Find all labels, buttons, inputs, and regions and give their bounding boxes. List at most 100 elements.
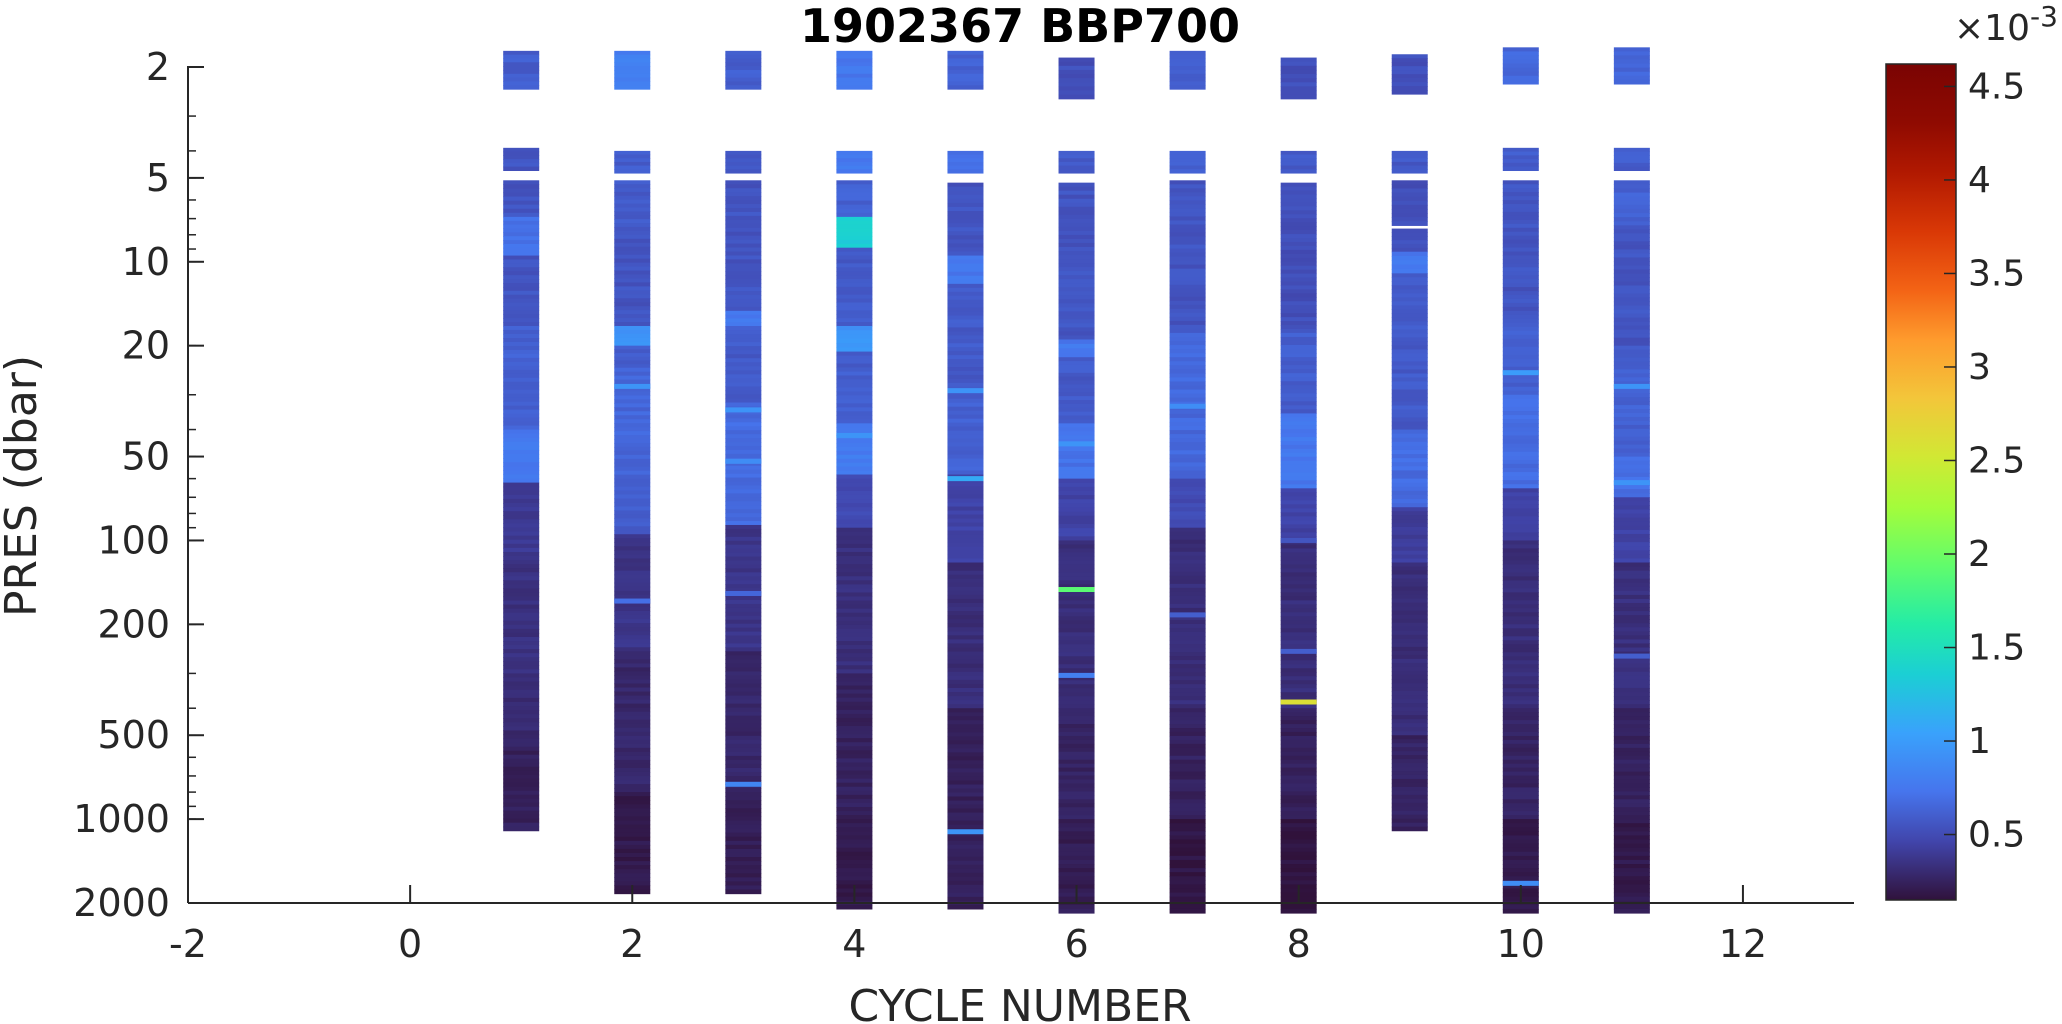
profile-cell [1613,839,1650,845]
profile-cell [725,291,762,296]
profile-cell [947,378,984,384]
profile-cell [1058,540,1095,546]
profile-cell [725,727,762,733]
profile-cell [1613,261,1650,267]
profile-cell [1502,463,1539,469]
profile-cell [1058,150,1095,156]
profile-cell [836,326,873,331]
profile-cell [614,423,651,428]
profile-cell [725,739,762,745]
profile-cell [725,731,762,737]
profile-cell [947,700,984,705]
profile-cell [1391,786,1428,792]
profile-cell [1280,389,1317,394]
profile-cell [1058,572,1095,577]
profile-cell [836,236,873,241]
profile-cell [1502,799,1539,804]
profile-cell [614,470,651,476]
profile-cell [1280,747,1317,753]
profile-cell [1058,596,1095,601]
profile-cell [1391,606,1428,612]
profile-cell [1058,407,1095,413]
profile-cell [836,868,873,873]
profile-cell [1058,348,1095,354]
profile-cell [725,207,762,213]
profile-cell [1613,75,1650,81]
profile-cell [614,506,651,512]
profile-cell [614,490,651,496]
profile-cell [1613,329,1650,335]
profile-cell [947,518,984,524]
profile-cell [1169,652,1206,657]
profile-cell [503,798,540,804]
profile-cell [503,616,540,622]
profile-cell [503,212,540,218]
profile-cell [1613,751,1650,757]
profile-cell [1613,159,1650,164]
profile-cell [1613,317,1650,323]
profile-cell [1502,472,1539,477]
profile-cell [1613,663,1650,669]
profile-cycle-5 [947,50,984,910]
profile-cell [836,478,873,484]
profile-cell [947,663,984,669]
profile-cell [614,687,651,693]
profile-cell [503,551,540,557]
profile-cell [1502,504,1539,509]
profile-cell [836,330,873,336]
profile-cell [1391,268,1428,274]
profile-cell [1391,503,1428,508]
profile-cell [1280,584,1317,589]
profile-cell [725,767,762,773]
profile-cell [614,792,651,797]
profile-cell [836,367,873,373]
profile-cell [947,526,984,532]
profile-cell [947,198,984,204]
profile-cell [1502,279,1539,284]
profile-cell [947,506,984,512]
profile-cell [614,371,651,377]
profile-cell [503,482,540,488]
profile-cell [947,872,984,878]
profile-cell [1613,671,1650,677]
profile-cell [1280,560,1317,566]
profile-cell [1613,273,1650,279]
profile-cell [725,509,762,514]
profile-cell [1391,546,1428,552]
profile-cell [1613,489,1650,494]
profile-cell [1058,807,1095,812]
profile-cell [1058,396,1095,401]
profile-cell [1058,458,1095,464]
profile-cell [503,458,540,463]
profile-cell [1502,63,1539,69]
profile-cell [614,58,651,63]
profile-cell [614,494,651,500]
profile-cell [1058,644,1095,649]
profile-cell [725,747,762,753]
profile-cell [1613,602,1650,608]
profile-cell [836,531,873,537]
profile-cell [614,707,651,713]
profile-cell [614,486,651,492]
profile-cell [503,425,540,431]
profile-cell [1280,69,1317,75]
profile-cell [1502,620,1539,625]
profile-cell [1169,603,1206,609]
profile-cell [725,255,762,261]
profile-cell [1280,214,1317,219]
profile-cell [836,872,873,877]
profile-cell [503,204,540,210]
profile-cell [725,235,762,241]
profile-cell [1502,184,1539,189]
profile-cell [1058,864,1095,869]
profile-cell [503,515,540,520]
profile-cell [503,726,540,732]
profile-cell [503,314,540,319]
profile-cell [1280,580,1317,585]
profile-cell [1169,304,1206,310]
profile-cell [1502,855,1539,861]
x-tick-label: 6 [1064,922,1088,966]
profile-cell [614,478,651,484]
profile-cell [614,446,651,452]
profile-cell [947,635,984,641]
